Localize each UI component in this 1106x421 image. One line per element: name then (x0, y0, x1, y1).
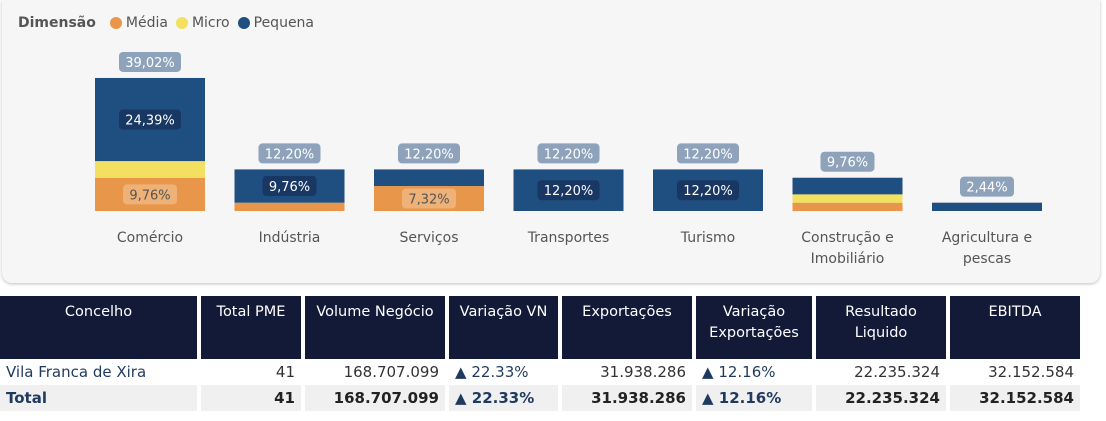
table-row[interactable]: Vila Franca de Xira 41 168.707.099 ▲ 22.… (0, 359, 1080, 385)
cell-resultado: 22.235.324 (854, 363, 940, 381)
category-label: Imobiliário (811, 251, 885, 267)
total-label: 12,20% (404, 147, 454, 162)
column-header[interactable]: Variação VN (449, 296, 558, 359)
stacked-bar-chart: 9,76% 24,39% 39,02% Comércio 9,76% 12,20% Indú… (95, 51, 1042, 267)
up-arrow-icon: ▲ (702, 389, 714, 407)
legend-pequena[interactable]: Pequena (253, 15, 315, 31)
cell-ebitda: 32.152.584 (988, 363, 1074, 381)
up-arrow-icon: ▲ (455, 389, 467, 407)
up-arrow-icon: ▲ (702, 363, 714, 381)
total-label-box (119, 51, 181, 72)
data-label: 12,20% (544, 184, 594, 199)
cell-total-var-exp: ▲ 12.16% (696, 385, 812, 411)
total-label: 12,20% (683, 147, 733, 162)
total-label: 9,76% (827, 156, 868, 171)
total-label-box (398, 143, 460, 164)
total-label-box (677, 143, 739, 164)
column-header[interactable]: Exportações (562, 296, 692, 359)
bar-segment-média[interactable] (374, 186, 484, 211)
cell-volume: 168.707.099 (343, 363, 439, 381)
category-label: Indústria (259, 230, 321, 246)
column-header[interactable]: Concelho (0, 296, 197, 359)
category-label: Comércio (117, 230, 183, 246)
data-label: 9,76% (269, 180, 310, 195)
bar-segment-média[interactable] (792, 202, 903, 211)
total-label-box (258, 143, 321, 164)
legend-title: Dimensão (18, 15, 96, 31)
data-label-box (123, 184, 177, 205)
data-label-box (537, 180, 600, 201)
column-header[interactable]: Variação Exportações (696, 296, 812, 359)
legend: Dimensão Média Micro Pequena (18, 15, 314, 31)
data-label: 9,76% (129, 188, 170, 203)
cell-total-pme: 41 (201, 385, 301, 411)
column-header[interactable]: Resultado Liquido (816, 296, 946, 359)
total-label-box (960, 176, 1014, 197)
total-label: 12,20% (265, 147, 315, 162)
summary-table: Concelho Total PME Volume Negócio Variação … (0, 296, 1084, 411)
cell-total-volume: 168.707.099 (305, 385, 445, 411)
cell-total-ebitda: 32.152.584 (950, 385, 1080, 411)
bar-segment-micro[interactable] (95, 161, 205, 178)
cell-total-pme: 41 (275, 363, 295, 381)
total-label-box (537, 143, 600, 164)
bar-segment-média[interactable] (95, 177, 205, 211)
bar-segment-pequena[interactable] (792, 177, 903, 195)
cell-total-var-vn: ▲ 22.33% (449, 385, 558, 411)
category-label: Agricultura e (942, 230, 1032, 246)
legend-media[interactable]: Média (125, 15, 168, 31)
data-label-box (119, 109, 181, 130)
total-label-box (820, 151, 875, 172)
total-row: Total 41 168.707.099 ▲ 22.33% 31.938.286… (0, 385, 1080, 411)
data-label-box (262, 176, 317, 197)
bar-segment-micro[interactable] (792, 194, 903, 203)
up-arrow-icon: ▲ (455, 363, 467, 381)
bar-segment-pequena[interactable] (932, 202, 1042, 211)
legend-dot-pequena (237, 17, 250, 29)
data-label: 12,20% (683, 184, 733, 199)
data-label: 7,32% (408, 193, 449, 208)
chart-panel: Dimensão Média Micro Pequena 9,76% 24,39%… (2, 0, 1100, 283)
legend-dot-micro (175, 17, 188, 29)
data-label-box (402, 188, 456, 209)
total-label: 12,20% (544, 147, 594, 162)
cell-total-resultado: 22.235.324 (816, 385, 946, 411)
legend-dot-media (109, 17, 122, 29)
cell-concelho[interactable]: Vila Franca de Xira (6, 363, 147, 381)
data-label-box (677, 180, 739, 201)
legend-micro[interactable]: Micro (191, 15, 230, 31)
cell-var-exp: ▲ 12.16% (702, 363, 776, 381)
bar-segment-média[interactable] (234, 202, 345, 211)
category-label: Transportes (527, 230, 610, 246)
column-header[interactable]: EBITDA (950, 296, 1080, 359)
total-label: 39,02% (125, 56, 175, 71)
category-label: Turismo (680, 230, 735, 246)
category-label: Construção e (801, 230, 894, 246)
bar-segment-pequena[interactable] (374, 169, 484, 187)
column-header[interactable]: Volume Negócio (305, 296, 445, 359)
category-label: pescas (963, 251, 1011, 267)
cell-total-label: Total (0, 385, 197, 411)
total-label: 2,44% (966, 181, 1007, 196)
column-header[interactable]: Total PME (201, 296, 301, 359)
cell-var-vn: ▲ 22.33% (455, 363, 529, 381)
data-label: 24,39% (125, 114, 175, 129)
category-label: Serviços (400, 230, 459, 246)
cell-total-export: 31.938.286 (562, 385, 692, 411)
cell-exportacoes: 31.938.286 (600, 363, 686, 381)
